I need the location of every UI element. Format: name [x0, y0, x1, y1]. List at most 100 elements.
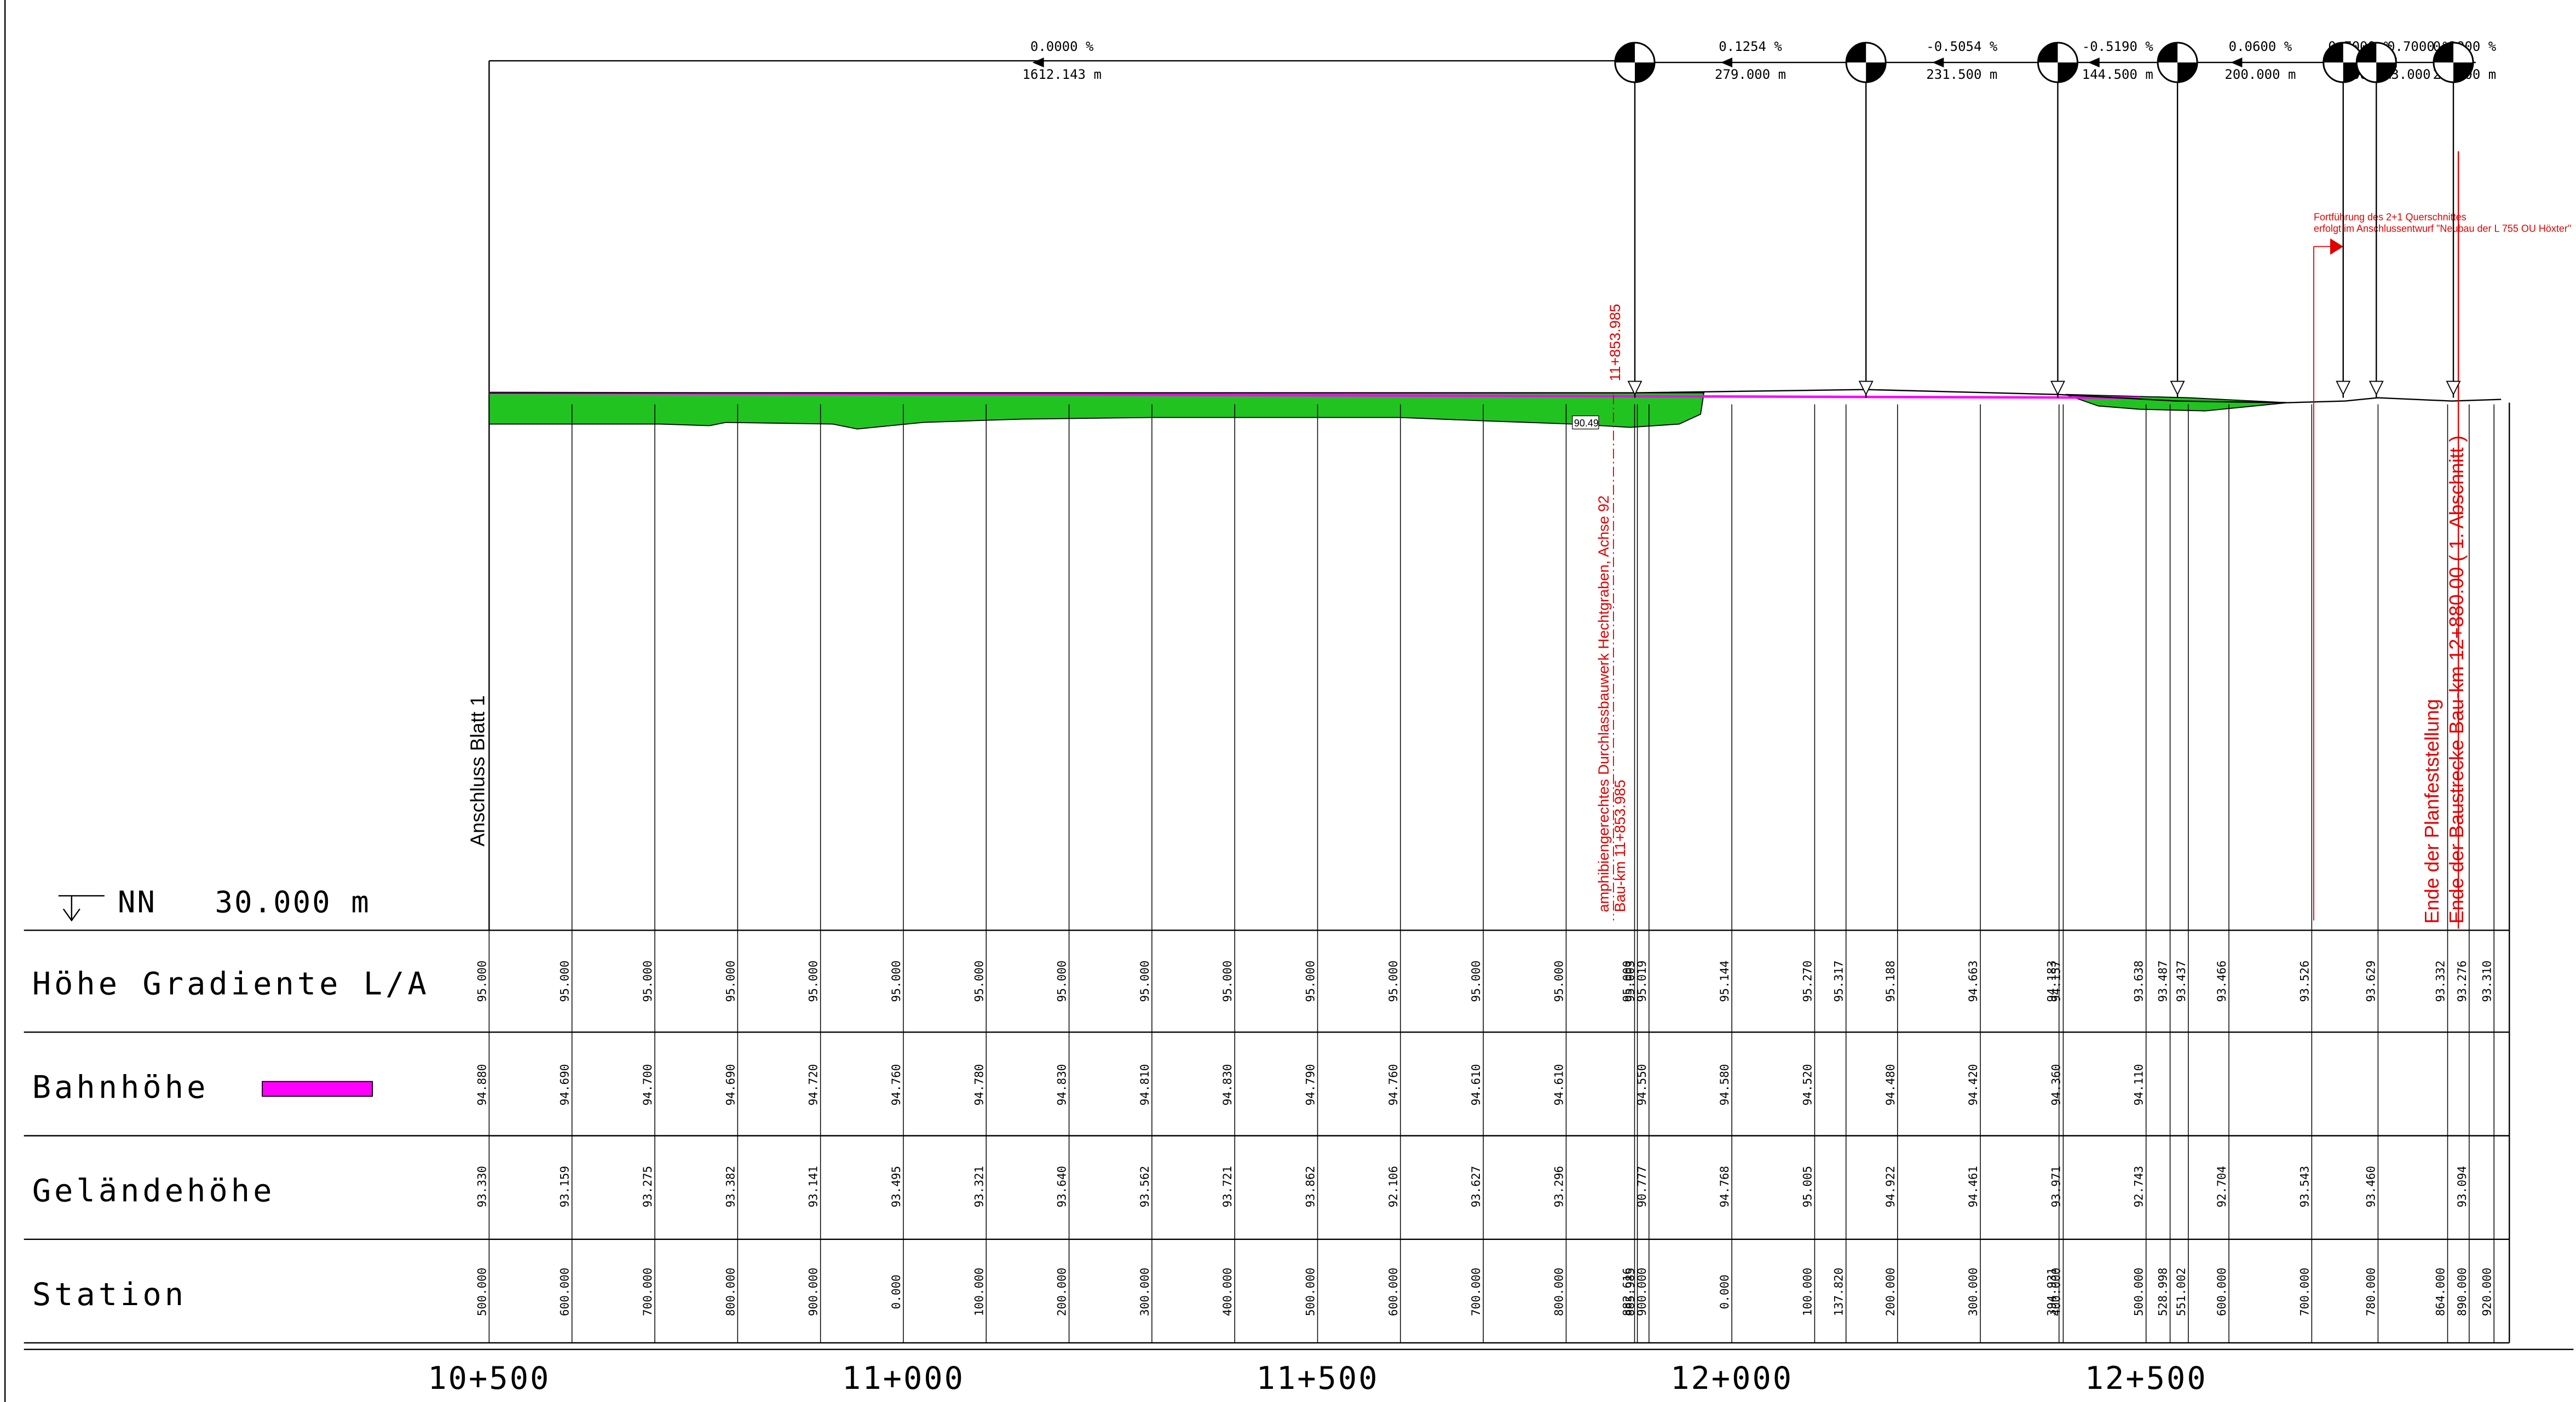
grade-label: -0.5054 % [1926, 39, 1998, 54]
station-value: 500.000 [2132, 1268, 2146, 1317]
gradient-value: 95.000 [1552, 960, 1565, 1002]
terrain-value: 93.141 [806, 1166, 820, 1208]
rail-value: 94.480 [1883, 1064, 1897, 1106]
grade-label: -0.5190 % [2082, 39, 2154, 54]
terrain-value: 94.461 [1966, 1166, 1980, 1208]
rail-value: 94.110 [2132, 1064, 2146, 1106]
gradient-value: 95.188 [1883, 960, 1897, 1002]
station-value: 600.000 [2215, 1268, 2228, 1317]
gradient-value: 94.157 [2049, 960, 2062, 1002]
km-label: 11+500 [1257, 1360, 1379, 1397]
km-label: 11+000 [842, 1360, 965, 1397]
terrain-value: 93.721 [1220, 1166, 1234, 1208]
station-value: 137.820 [1832, 1268, 1846, 1317]
gradient-value: 93.310 [2480, 960, 2493, 1002]
culvert-station: 11+853.985 [1607, 304, 1623, 381]
terrain-value: 93.640 [1055, 1166, 1069, 1208]
terrain-value: 92.704 [2215, 1166, 2228, 1208]
gradient-value: 95.000 [1304, 960, 1317, 1002]
terrain-value: 93.495 [889, 1166, 903, 1208]
rail-value: 94.810 [1138, 1064, 1151, 1106]
rail-value: 94.780 [972, 1064, 986, 1106]
pvi-marker [2050, 380, 2065, 396]
terrain-value: 93.562 [1138, 1166, 1151, 1208]
culvert-km: Bau-km 11+853.985 [1612, 780, 1628, 912]
terrain-value: 93.382 [723, 1166, 737, 1208]
rail-value: 94.720 [806, 1064, 820, 1106]
km-label: 12+000 [1670, 1360, 1793, 1397]
km-label: 12+500 [2085, 1360, 2208, 1397]
station-value: 500.000 [1304, 1268, 1317, 1317]
datum-label: NN 30.000 m [118, 885, 371, 919]
continuation-text: erfolgt im Anschlussentwurf "Neubau der … [2314, 223, 2571, 234]
terrain-value: 94.922 [1883, 1166, 1897, 1208]
station-value: 0.000 [1718, 1274, 1731, 1309]
terrain-value: 93.862 [1304, 1166, 1317, 1208]
row-label: Bahnhöhe [32, 1070, 209, 1106]
terrain-value: 93.159 [558, 1166, 572, 1208]
gradient-value: 93.638 [2132, 960, 2146, 1002]
station-value: 780.000 [2364, 1268, 2377, 1317]
pvi-fill [2323, 43, 2363, 83]
gradient-value: 93.437 [2174, 960, 2188, 1002]
rail-line [489, 391, 2140, 399]
gradient-value: 95.000 [806, 960, 820, 1002]
station-value: 885.985 [1623, 1268, 1637, 1317]
rail-legend [262, 1081, 373, 1097]
gradient-value: 95.000 [475, 960, 488, 1002]
rail-value: 94.880 [475, 1064, 488, 1106]
gradient-value: 93.466 [2215, 960, 2228, 1002]
gradient-value: 95.000 [889, 960, 903, 1002]
pvi-fill [2038, 43, 2078, 83]
pvi-fill [1615, 43, 1655, 83]
terrain-value: 93.275 [641, 1166, 654, 1208]
row-label: Geländehöhe [32, 1173, 275, 1209]
grade-arrow [1032, 57, 1044, 68]
terrain-value: 93.321 [972, 1166, 986, 1208]
terrain-value: 93.627 [1469, 1166, 1483, 1208]
rail-value: 94.830 [1220, 1064, 1234, 1106]
station-value: 900.000 [1635, 1268, 1649, 1317]
row-label: Station [32, 1277, 187, 1313]
pvi-marker [2170, 380, 2185, 396]
terrain-value: 92.106 [1386, 1166, 1400, 1208]
gradient-value: 95.000 [1138, 960, 1151, 1002]
gradient-value: 93.526 [2297, 960, 2311, 1002]
station-value: 300.000 [1138, 1268, 1151, 1317]
grade-arrow [1721, 57, 1733, 68]
station-value: 920.000 [2480, 1268, 2493, 1317]
gradient-value: 95.003 [1623, 960, 1637, 1002]
station-value: 800.000 [723, 1268, 737, 1317]
station-value: 551.002 [2174, 1268, 2188, 1317]
gradient-value: 95.000 [558, 960, 572, 1002]
station-value: 200.000 [1055, 1268, 1069, 1317]
station-value: 500.000 [475, 1268, 488, 1317]
terrain-value: 95.005 [1800, 1166, 1814, 1208]
pvi-marker [1858, 380, 1874, 396]
grade-arrow [2231, 57, 2243, 68]
rail-value: 94.690 [558, 1064, 572, 1106]
rail-value: 94.610 [1469, 1064, 1483, 1106]
terrain-value: 93.460 [2364, 1166, 2377, 1208]
row-label: Höhe Gradiente L/A [32, 966, 430, 1002]
datum-symbol [58, 895, 105, 922]
terrain-value: 93.971 [2049, 1166, 2062, 1208]
length-label: 200.000 m [2225, 67, 2296, 82]
station-value: 600.000 [558, 1268, 572, 1317]
gradient-value: 95.000 [641, 960, 654, 1002]
station-value: 100.000 [1800, 1268, 1814, 1317]
pvi-marker [2446, 380, 2461, 396]
grade-arrow [2088, 57, 2100, 68]
station-value: 528.998 [2156, 1268, 2170, 1317]
terrain-value: 94.768 [1718, 1166, 1731, 1208]
end-label: Ende der Baustrecke Bau-km 12+880.00 ( 1… [2445, 435, 2468, 924]
gradient-value: 95.000 [1621, 960, 1634, 1002]
ground-label: 90.49 [1574, 418, 1599, 429]
station-value: 864.000 [2434, 1268, 2447, 1317]
grade-label: 0.0000 % [1030, 39, 1094, 54]
gradient-value: 95.000 [972, 960, 986, 1002]
pvi-marker [2368, 380, 2384, 396]
gradient-value: 95.019 [1635, 960, 1649, 1002]
rail-value: 94.760 [889, 1064, 903, 1106]
